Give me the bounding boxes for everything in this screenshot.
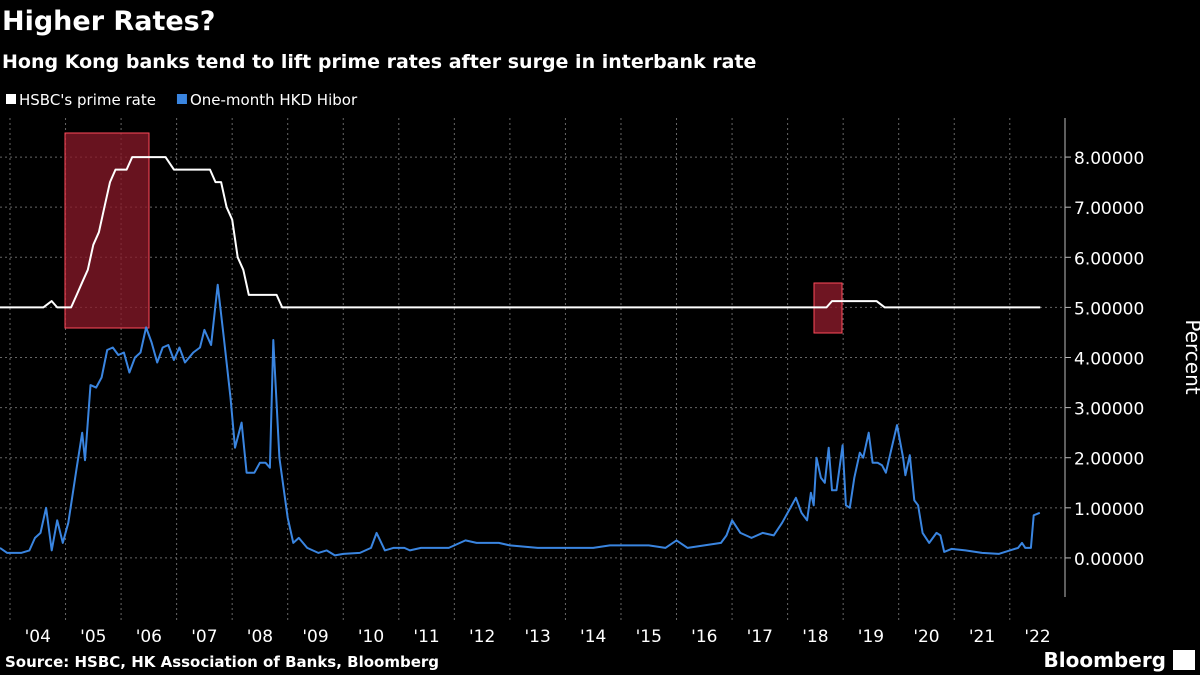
series-line [0,156,1041,309]
x-tick-label: '22 [1024,627,1050,647]
chart-title: Higher Rates? [2,6,215,37]
brand-logo: Bloomberg [1044,648,1166,672]
y-axis-label: Percent [1181,319,1200,394]
x-tick-label: '07 [191,627,217,647]
x-tick-label: '05 [80,627,106,647]
x-tick-label: '14 [580,627,606,647]
legend: HSBC's prime rate One-month HKD Hibor [6,91,358,109]
y-tick-label: 6.00000 [1074,249,1144,269]
series-line [0,283,1041,557]
highlight-box [64,132,150,329]
plot-lines [0,156,1041,557]
y-tick-label: 2.00000 [1074,450,1144,470]
x-tick-label: '13 [525,627,551,647]
x-tick-label: '15 [636,627,662,647]
y-tick-label: 7.00000 [1074,199,1144,219]
x-tick-label: '10 [358,627,384,647]
legend-swatch [176,94,187,104]
x-tick-label: '21 [969,627,995,647]
x-tick-label: '11 [413,627,439,647]
x-tick-label: '06 [136,627,162,647]
y-tick-label: 1.00000 [1074,500,1144,520]
y-tick-label: 8.00000 [1074,149,1144,169]
x-tick-label: '16 [691,627,717,647]
x-tick-label: '20 [913,627,939,647]
legend-label: One-month HKD Hibor [190,91,358,109]
x-tick-label: '09 [302,627,328,647]
x-tick-label: '17 [747,627,773,647]
y-tick-label: 5.00000 [1074,299,1144,319]
x-tick-label: '12 [469,627,495,647]
y-tick-label: 0.00000 [1074,550,1144,570]
x-tick-label: '04 [25,627,51,647]
x-tick-label: '08 [247,627,273,647]
grid: '04 '05 '06 '07 '08 '09 '10 '11 '12 '13 '14 '15 '16 '… [0,118,1144,647]
x-tick-label: '19 [858,627,884,647]
legend-label: HSBC's prime rate [19,91,156,109]
chart-subtitle: Hong Kong banks tend to lift prime rates… [2,51,756,73]
y-tick-label: 4.00000 [1074,350,1144,370]
legend-swatch [6,94,16,104]
y-tick-label: 3.00000 [1074,400,1144,420]
source: Source: HSBC, HK Association of Banks, B… [5,653,439,671]
x-tick-label: '18 [802,627,828,647]
brand-icon [1173,650,1195,670]
